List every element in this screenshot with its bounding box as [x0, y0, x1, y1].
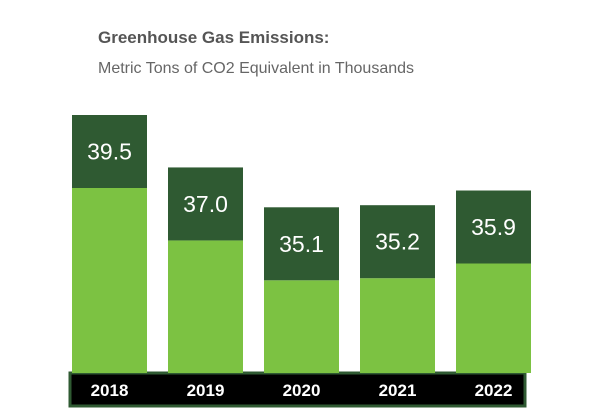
bar-cap-2022 — [456, 190, 531, 264]
bar-base-2019 — [168, 240, 243, 373]
value-label-2022: 35.9 — [471, 214, 516, 240]
value-label-2021: 35.2 — [375, 229, 420, 255]
bar-cap-2018 — [72, 115, 147, 188]
chart-title: Greenhouse Gas Emissions: — [98, 28, 330, 47]
bar-cap-2019 — [168, 167, 243, 241]
category-label-2021: 2021 — [379, 381, 417, 400]
category-label-2022: 2022 — [475, 381, 513, 400]
bar-cap-2020 — [264, 207, 339, 281]
bar-base-2018 — [72, 188, 147, 373]
value-label-2018: 39.5 — [87, 139, 132, 165]
category-label-2020: 2020 — [283, 381, 321, 400]
bar-base-2022 — [456, 263, 531, 373]
value-label-2020: 35.1 — [279, 231, 324, 257]
value-label-2019: 37.0 — [183, 191, 228, 217]
bars-group: 39.5 37.0 35.1 35.2 35.9 — [72, 115, 531, 373]
bar-cap-2021 — [360, 205, 435, 279]
category-labels-group: 2018 2019 2020 2021 2022 — [91, 381, 513, 400]
category-label-2018: 2018 — [91, 381, 129, 400]
chart-subtitle: Metric Tons of CO2 Equivalent in Thousan… — [98, 60, 415, 77]
bar-base-2020 — [264, 280, 339, 373]
bar-base-2021 — [360, 278, 435, 373]
category-label-2019: 2019 — [187, 381, 225, 400]
category-axis-band — [68, 371, 527, 408]
